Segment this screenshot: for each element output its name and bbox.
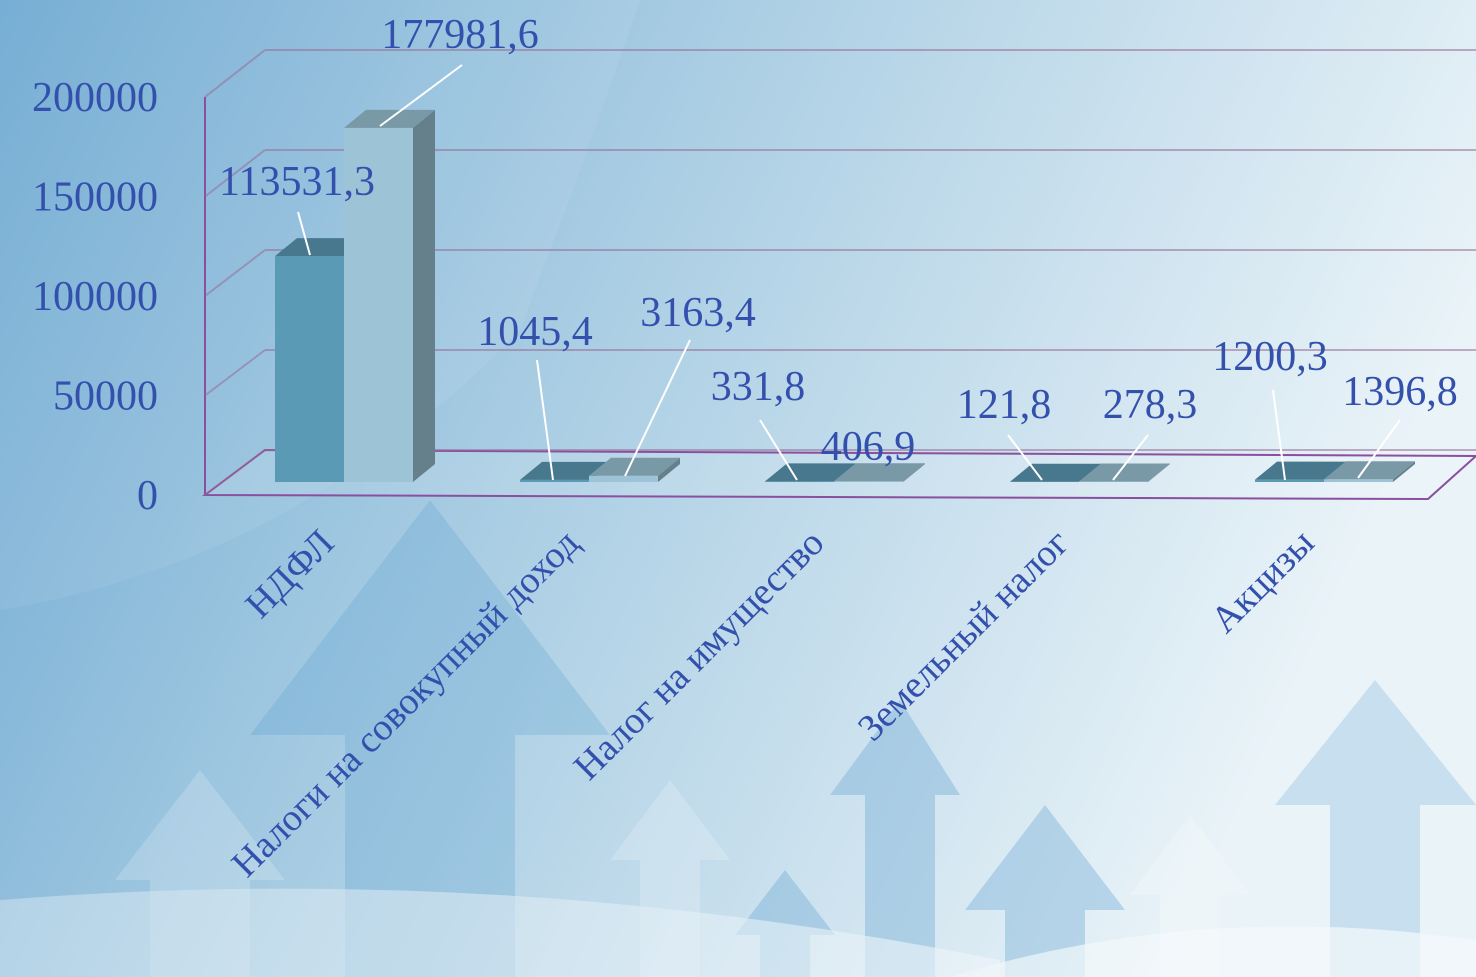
bar-side xyxy=(1393,461,1415,482)
grid-line xyxy=(204,449,266,496)
grid-line xyxy=(204,349,266,397)
bar-side xyxy=(903,463,925,482)
leader-line xyxy=(759,419,798,481)
bar-top xyxy=(1324,461,1415,480)
y-tick-label: 200000 xyxy=(32,75,158,121)
value-label: 113531,3 xyxy=(219,159,375,205)
leader-line xyxy=(1112,434,1149,481)
value-label: 1045,4 xyxy=(477,309,593,355)
bar xyxy=(1079,463,1170,482)
grid-line xyxy=(204,149,266,198)
leader-line xyxy=(297,211,311,256)
bar-front xyxy=(834,481,903,482)
value-label: 406,9 xyxy=(821,424,916,470)
bar-front xyxy=(520,479,589,482)
y-tick-label: 150000 xyxy=(32,175,158,221)
leader-line xyxy=(1272,389,1286,481)
bar-top xyxy=(834,463,925,482)
bar-top xyxy=(1079,463,1170,482)
bar-front xyxy=(1324,479,1393,482)
value-label: 1200,3 xyxy=(1212,334,1328,380)
leader-line xyxy=(379,64,463,127)
y-tick-label: 50000 xyxy=(53,374,158,420)
leader-line xyxy=(536,359,554,481)
grid-line xyxy=(204,49,266,98)
bar xyxy=(1324,461,1415,482)
bar-front xyxy=(589,475,658,482)
y-tick-label: 0 xyxy=(137,473,158,519)
bar xyxy=(834,463,925,482)
bar-front xyxy=(275,256,344,482)
y-tick-label: 100000 xyxy=(32,274,158,320)
bar-front xyxy=(765,481,834,482)
bar xyxy=(344,109,435,482)
bar-front xyxy=(1255,479,1324,482)
bar-top xyxy=(275,238,366,257)
leader-line xyxy=(1357,419,1401,479)
value-label: 177981,6 xyxy=(381,12,539,58)
bar-top xyxy=(520,461,611,480)
value-label: 3163,4 xyxy=(640,290,756,336)
value-label: 121,8 xyxy=(957,382,1052,428)
bar-top xyxy=(589,457,680,476)
bar xyxy=(589,457,680,482)
bar-side xyxy=(658,457,680,482)
bar-front xyxy=(344,127,413,482)
bar-top xyxy=(765,463,856,482)
bar-side xyxy=(1148,463,1170,482)
bar-top xyxy=(1255,461,1346,480)
value-label: 278,3 xyxy=(1103,382,1198,428)
bar-side xyxy=(413,109,435,482)
bar-front xyxy=(1079,481,1148,482)
leader-line xyxy=(1007,434,1043,481)
value-label: 331,8 xyxy=(711,364,806,410)
leader-line xyxy=(624,339,691,477)
value-label: 1396,8 xyxy=(1342,369,1458,415)
grid-line xyxy=(204,249,266,297)
